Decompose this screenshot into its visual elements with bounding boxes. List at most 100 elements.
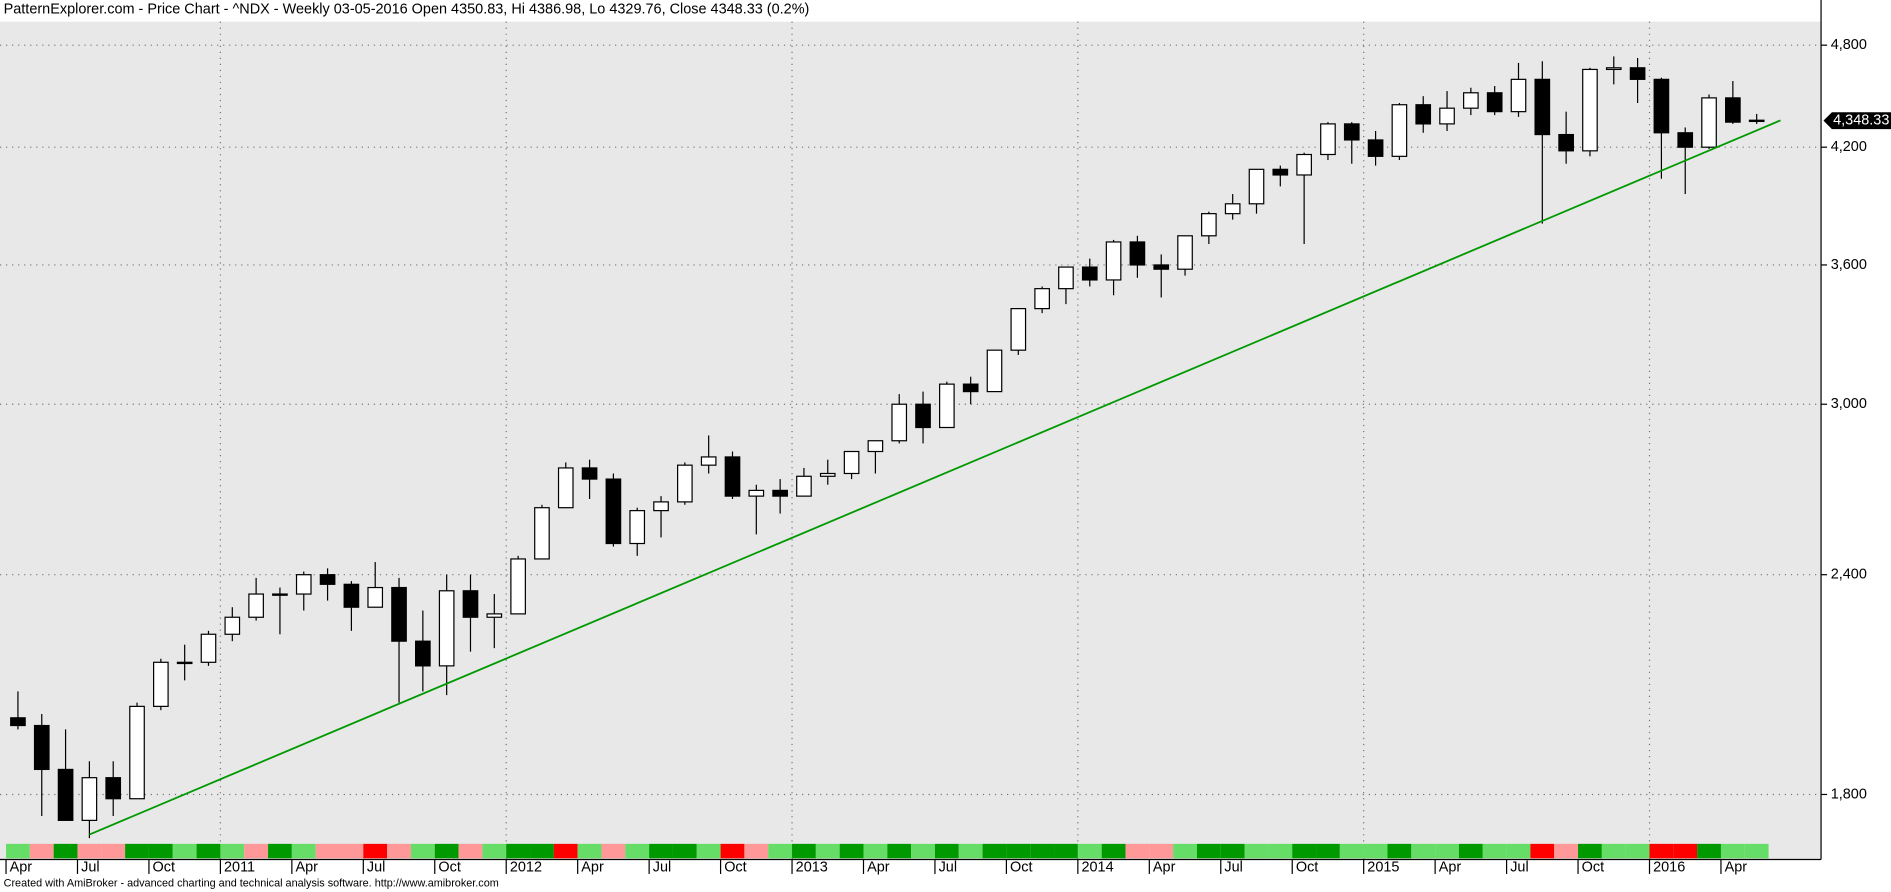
signal-segment — [577, 843, 602, 859]
signal-segment — [291, 843, 316, 859]
signal-segment — [1339, 843, 1364, 859]
signal-segment — [125, 843, 149, 859]
candle-body — [1153, 264, 1170, 270]
candle-body — [557, 467, 574, 509]
signal-segment — [768, 843, 793, 859]
candle-body — [1605, 67, 1622, 71]
candle-body — [1367, 139, 1384, 157]
candle-body — [986, 349, 1003, 393]
candle-body — [1415, 104, 1432, 125]
signal-segment — [934, 843, 959, 859]
signal-segment — [434, 843, 459, 859]
signal-segment — [482, 843, 507, 859]
signal-segment — [1554, 843, 1579, 859]
signal-segment — [6, 843, 30, 859]
candle-body — [10, 717, 26, 727]
candle-body — [224, 616, 241, 635]
signal-segment — [315, 843, 340, 859]
signal-segment — [220, 843, 245, 859]
signal-segment — [672, 843, 697, 859]
signal-segment — [172, 843, 197, 859]
candle-body — [33, 724, 50, 771]
signal-segment — [1744, 843, 1769, 859]
x-tick-label: Jul — [939, 860, 957, 876]
candle-body — [153, 661, 169, 707]
signal-segment — [1625, 843, 1650, 859]
candle-body — [81, 777, 98, 821]
x-tick-label: 2015 — [1367, 860, 1399, 876]
x-tick-label: Jul — [1224, 860, 1242, 876]
signal-segment — [1173, 843, 1197, 859]
signal-segment — [101, 843, 126, 859]
signal-segment — [410, 843, 435, 859]
candle-body — [1748, 119, 1765, 123]
candle-body — [415, 640, 431, 667]
candle-body — [1296, 153, 1312, 176]
candle-body — [1320, 123, 1336, 156]
candle-body — [1201, 213, 1217, 237]
candle-body — [1510, 78, 1527, 113]
candle-body — [1391, 104, 1408, 157]
candle-body — [1486, 92, 1503, 113]
signal-segment — [601, 843, 626, 859]
candle-body — [724, 456, 741, 497]
signal-segment — [1054, 843, 1078, 859]
signal-segment — [863, 843, 888, 859]
trendline — [89, 119, 1781, 836]
candle-body — [891, 403, 908, 442]
candle-body — [176, 661, 193, 665]
candle-body — [962, 383, 979, 393]
signal-segment — [1101, 843, 1126, 859]
signal-segment — [720, 843, 745, 859]
signal-segment — [1387, 843, 1412, 859]
candle-body — [248, 593, 264, 618]
signal-segment — [53, 843, 78, 859]
y-tick-label: 2,400 — [1831, 567, 1867, 583]
signal-segment — [1673, 843, 1698, 859]
candle-body — [653, 501, 669, 512]
candle-body — [1582, 68, 1598, 152]
candle-body — [581, 467, 598, 480]
candle-body — [605, 478, 622, 545]
candle-body — [796, 475, 812, 497]
candle-body — [462, 590, 479, 618]
candle-body — [819, 472, 836, 477]
signal-segment — [77, 843, 102, 859]
candle-body — [1677, 132, 1694, 148]
y-tick-label: 4,800 — [1831, 37, 1867, 53]
candle-body — [1105, 241, 1122, 281]
x-tick-label: Jul — [367, 860, 385, 876]
signal-segment — [1601, 843, 1626, 859]
candle-body — [438, 590, 455, 667]
candle-body — [367, 586, 384, 608]
signal-segment — [1578, 843, 1602, 859]
x-tick-label: Apr — [1725, 860, 1748, 876]
signal-segment — [1125, 843, 1150, 859]
signal-segment — [1697, 843, 1721, 859]
signal-segment — [1411, 843, 1436, 859]
candle-body — [1343, 123, 1360, 141]
candle-body — [867, 440, 884, 453]
signal-segment — [387, 843, 411, 859]
candle-body — [510, 558, 526, 615]
y-tick-label: 4,200 — [1831, 139, 1867, 155]
signal-segment — [1435, 843, 1459, 859]
signal-segment — [1244, 843, 1269, 859]
candle-body — [843, 450, 860, 475]
candle-body — [200, 633, 217, 663]
candle-body — [486, 613, 503, 618]
x-tick-label: Jul — [653, 860, 671, 876]
candle-body — [748, 489, 765, 497]
signal-segment — [696, 843, 721, 859]
signal-segment — [649, 843, 673, 859]
candle-body — [1725, 97, 1741, 123]
candle-body — [1129, 241, 1146, 266]
signal-segment — [1077, 843, 1102, 859]
signal-segment — [982, 843, 1007, 859]
candle-body — [534, 507, 550, 560]
candle-body — [1439, 107, 1455, 125]
signal-segment — [553, 843, 578, 859]
candle-body — [677, 464, 693, 503]
candle-body — [1081, 266, 1098, 281]
